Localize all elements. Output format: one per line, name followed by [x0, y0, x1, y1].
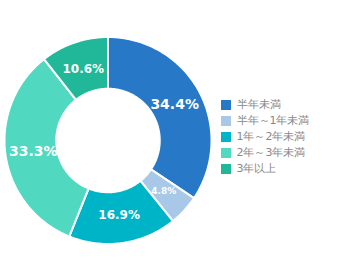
svg-text:16.9%: 16.9%	[98, 208, 140, 222]
html-text:3年以上: 3年以上	[236, 162, 277, 176]
html-text:2年～3年未満: 2年～3年未満	[236, 146, 306, 160]
html-text:半年未満: 半年未満	[236, 98, 281, 112]
svg-text:4.8%: 4.8%	[151, 186, 176, 196]
svg-text:10.6%: 10.6%	[62, 62, 104, 76]
html-text:半年～1年未満: 半年～1年未満	[236, 114, 310, 128]
svg-text:33.3%: 33.3%	[9, 143, 58, 159]
svg-text:34.4%: 34.4%	[150, 96, 199, 112]
html-text:1年～2年未満: 1年～2年未満	[236, 130, 306, 144]
